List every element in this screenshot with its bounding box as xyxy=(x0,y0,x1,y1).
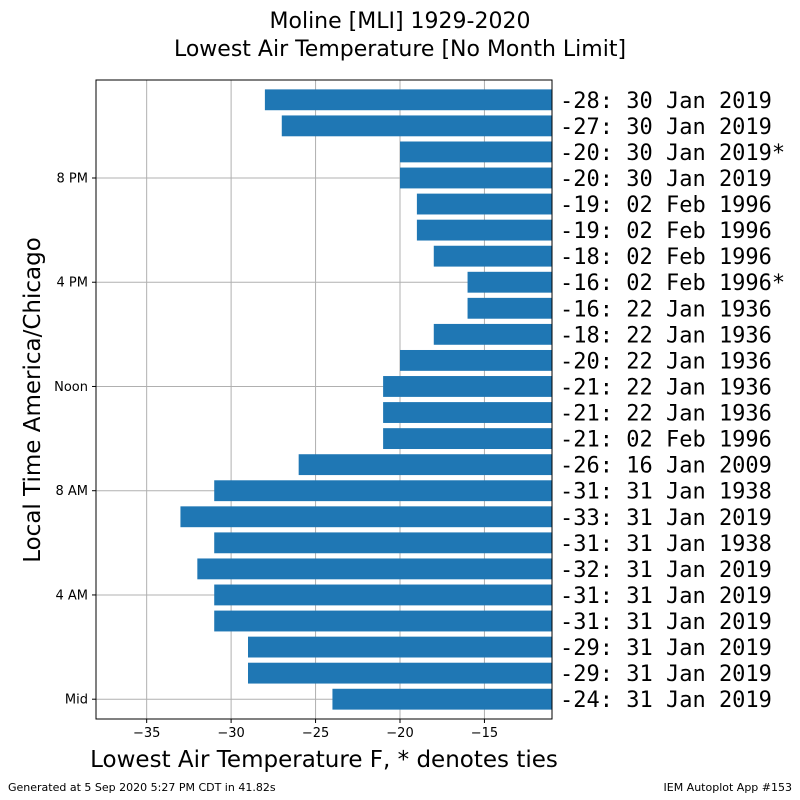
bar-value-label: -16: 02 Feb 1996* xyxy=(560,271,785,296)
bar xyxy=(214,584,552,606)
bar-value-label: -19: 02 Feb 1996 xyxy=(560,193,772,218)
bar-value-label: -31: 31 Jan 2019 xyxy=(560,584,772,609)
bar-value-label: -21: 02 Feb 1996 xyxy=(560,428,772,453)
bar-value-label: -24: 31 Jan 2019 xyxy=(560,688,772,713)
bar-value-label: -29: 31 Jan 2019 xyxy=(560,662,772,687)
bar xyxy=(214,532,552,554)
bar-value-label: -32: 31 Jan 2019 xyxy=(560,558,772,583)
bar xyxy=(383,376,552,397)
bar-value-label: -20: 30 Jan 2019 xyxy=(560,167,772,192)
bar xyxy=(214,610,552,632)
plot-frame xyxy=(95,79,553,720)
bar xyxy=(416,219,552,241)
x-axis-label: Lowest Air Temperature F, * denotes ties xyxy=(90,747,558,773)
bar xyxy=(180,506,552,528)
bar xyxy=(383,402,552,423)
bar xyxy=(433,323,552,345)
bar xyxy=(281,115,552,137)
bar-value-label: -20: 30 Jan 2019* xyxy=(560,141,785,166)
y-axis-label: Local Time America/Chicago xyxy=(20,237,46,563)
bar xyxy=(400,141,552,163)
bar-value-label: -18: 22 Jan 1936 xyxy=(560,323,772,348)
y-tick-label: Mid xyxy=(65,693,88,708)
footer-app-id: IEM Autoplot App #153 xyxy=(663,781,793,794)
bar xyxy=(433,245,552,267)
chart-title: Moline [MLI] 1929-2020 xyxy=(270,9,531,34)
bar xyxy=(264,89,552,111)
x-tick-label: −30 xyxy=(217,726,244,741)
bars xyxy=(180,89,553,710)
footer-generated-text: Generated at 5 Sep 2020 5:27 PM CDT in 4… xyxy=(8,781,276,794)
bar-value-label: -28: 30 Jan 2019 xyxy=(560,89,772,114)
y-tick-label: 4 AM xyxy=(55,588,88,603)
bar-value-label: -16: 22 Jan 1936 xyxy=(560,297,772,322)
bar xyxy=(467,271,552,293)
bar-value-label: -21: 22 Jan 1936 xyxy=(560,402,772,427)
bar xyxy=(197,558,553,580)
bar xyxy=(467,297,552,319)
bar-value-label: -31: 31 Jan 2019 xyxy=(560,610,772,635)
bar-value-label: -29: 31 Jan 2019 xyxy=(560,636,772,661)
bar-value-label: -20: 22 Jan 1936 xyxy=(560,349,772,374)
bar-value-label: -27: 30 Jan 2019 xyxy=(560,115,772,140)
y-tick-label: 4 PM xyxy=(57,276,88,291)
bar xyxy=(214,480,552,502)
bar-value-label: -31: 31 Jan 1938 xyxy=(560,532,772,557)
chart-subtitle: Lowest Air Temperature [No Month Limit] xyxy=(174,37,626,62)
bar xyxy=(416,193,552,215)
bar-labels: -24: 31 Jan 2019-29: 31 Jan 2019-29: 31 … xyxy=(560,89,785,713)
x-tick-label: −15 xyxy=(471,726,498,741)
bar xyxy=(332,688,552,710)
bar-value-label: -31: 31 Jan 1938 xyxy=(560,480,772,505)
x-axis-ticks: −35 −30 −25 −20 −15 xyxy=(133,719,498,741)
x-tick-label: −35 xyxy=(133,726,160,741)
bar xyxy=(400,349,552,371)
bar-value-label: -18: 02 Feb 1996 xyxy=(560,245,772,270)
bar-value-label: -33: 31 Jan 2019 xyxy=(560,506,772,531)
y-tick-label: Noon xyxy=(54,380,88,395)
bar xyxy=(248,636,552,658)
bar xyxy=(400,167,552,189)
bar xyxy=(298,454,552,476)
bar-value-label: -19: 02 Feb 1996 xyxy=(560,219,772,244)
x-tick-label: −20 xyxy=(386,726,413,741)
y-axis-ticks: Mid 4 AM 8 AM Noon 4 PM 8 PM xyxy=(54,171,96,708)
y-tick-label: 8 PM xyxy=(57,171,88,186)
bar xyxy=(248,662,552,684)
bar xyxy=(383,428,552,450)
y-tick-label: 8 AM xyxy=(55,484,88,499)
x-tick-label: −25 xyxy=(302,726,329,741)
bar-value-label: -21: 22 Jan 1936 xyxy=(560,375,772,400)
bar-value-label: -26: 16 Jan 2009 xyxy=(560,454,772,479)
